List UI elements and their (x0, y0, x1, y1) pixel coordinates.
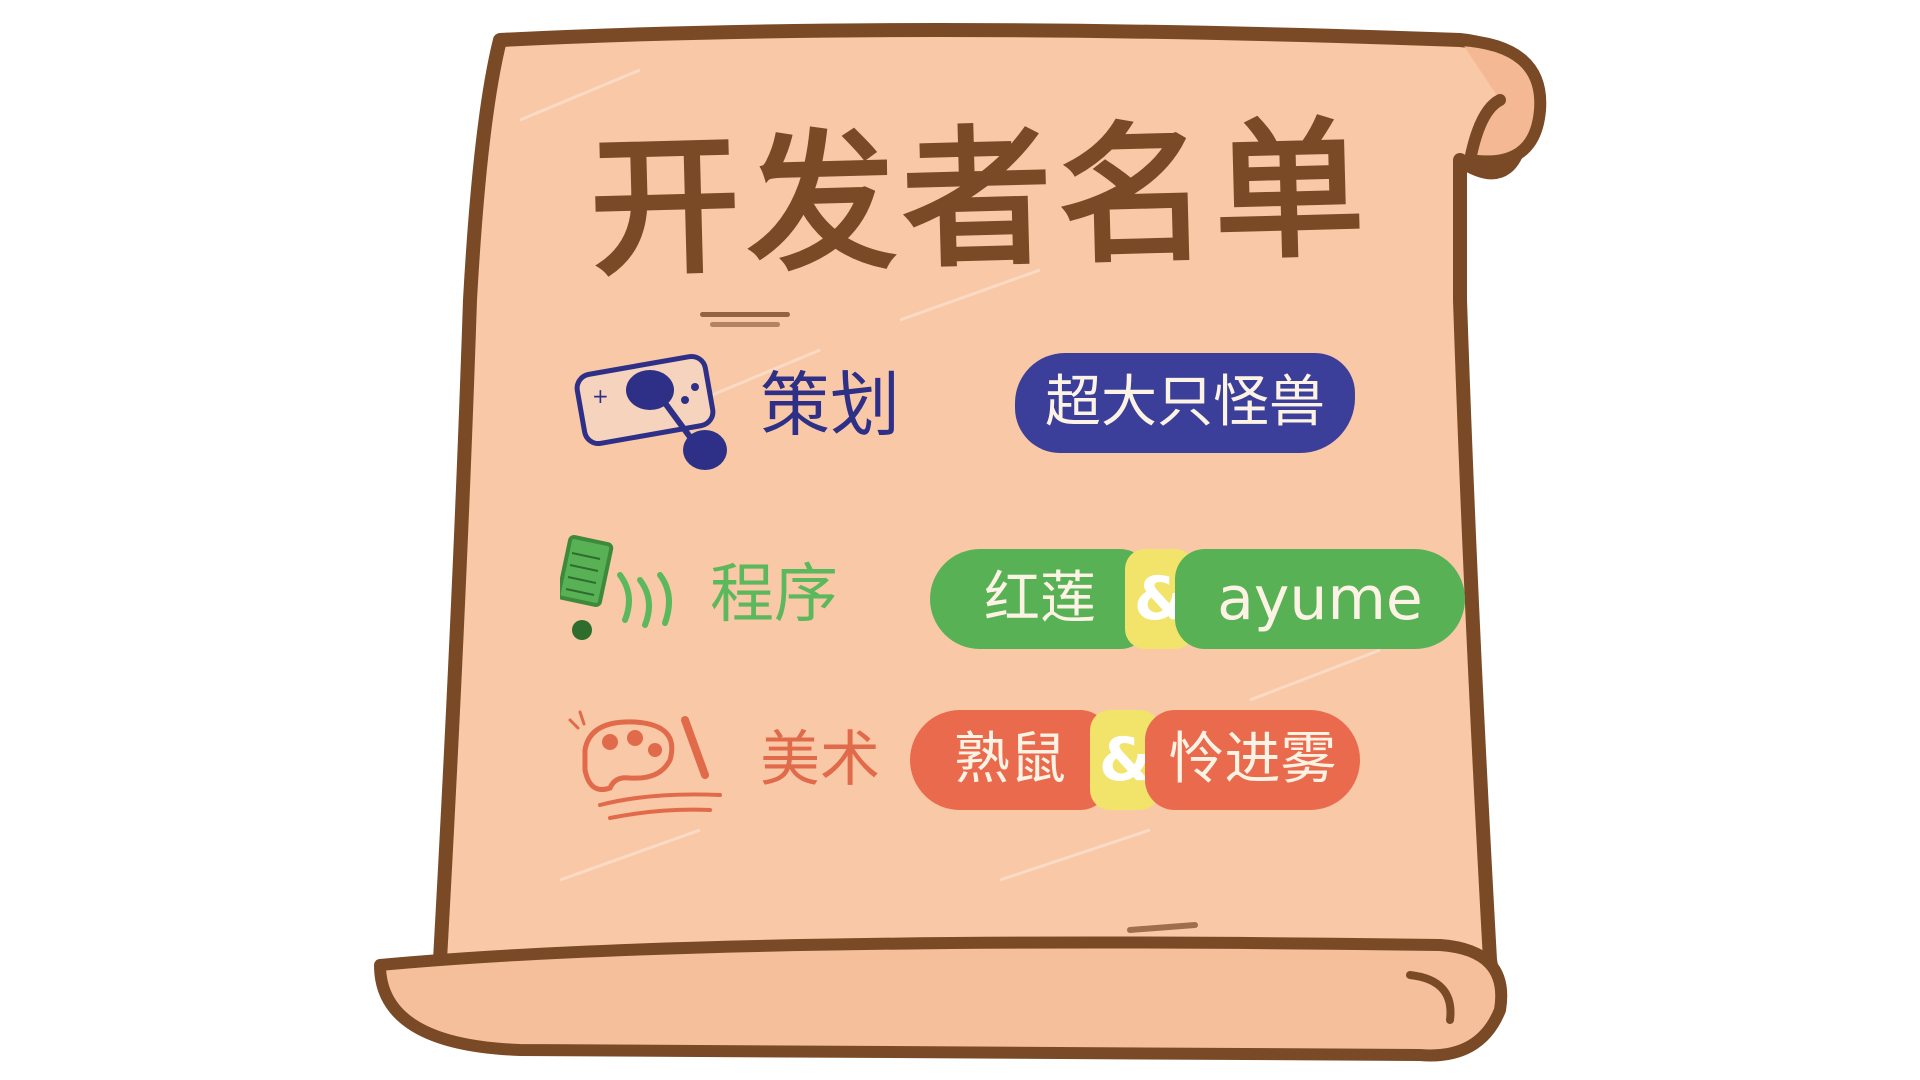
svg-text:+: + (592, 384, 609, 408)
member-name-program-1: 红莲 (930, 549, 1150, 649)
role-label-program: 程序 (710, 558, 838, 632)
game-controller-sunglasses-icon: + (574, 353, 727, 470)
palette-brush-icon (568, 710, 722, 820)
member-name-art-1: 熟鼠 (910, 710, 1110, 810)
keyboard-cables-icon (560, 535, 672, 640)
title-underline (700, 312, 790, 317)
scroll-bottom-roll-inner (1406, 971, 1455, 1024)
role-label-art: 美术 (760, 725, 880, 795)
credit-row-program: 程序 红莲 & ayume (560, 535, 1465, 665)
title-underline-second (710, 322, 780, 327)
member-name-art-2: 怜进雾 (1145, 710, 1360, 810)
page-title: 开发者名单 (587, 103, 1373, 298)
scroll-bottom-roll (374, 936, 1508, 1062)
scroll-bottom-mark (1127, 922, 1198, 933)
role-label-planning: 策划 (760, 364, 900, 446)
member-name-program-2: ayume (1175, 549, 1465, 649)
member-name-planning-1: 超大只怪兽 (1015, 353, 1355, 453)
credit-row-art: 美术 熟鼠 & 怜进雾 (560, 700, 1460, 830)
credit-row-planning: + 策划 超大只怪兽 (560, 345, 1460, 475)
scroll-top-curl (1454, 34, 1547, 168)
